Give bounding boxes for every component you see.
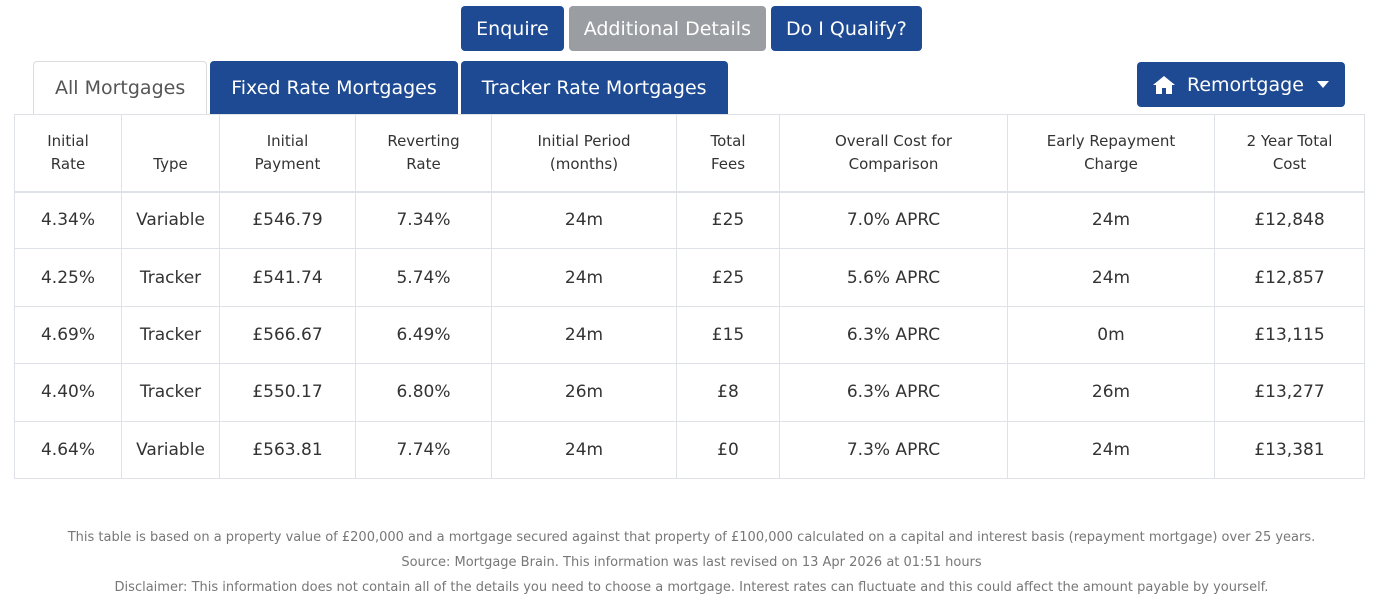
mortgage-type-tabs: All Mortgages Fixed Rate Mortgages Track… [33, 61, 728, 114]
cell-early-repayment-charge: 24m [1007, 190, 1215, 250]
cell-overall-cost: 6.3% APRC [779, 363, 1008, 422]
cell-overall-cost: 7.0% APRC [779, 190, 1008, 250]
cell-two-year-total-cost: £12,848 [1214, 190, 1365, 250]
table-row[interactable]: 4.25% Tracker £541.74 5.74% 24m £25 5.6%… [14, 248, 1365, 307]
cell-total-fees: £25 [676, 190, 780, 250]
remortgage-dropdown[interactable]: Remortgage [1137, 62, 1345, 107]
cell-total-fees: £8 [676, 363, 780, 422]
cell-type: Tracker [121, 248, 220, 307]
cell-reverting-rate: 6.80% [355, 363, 492, 422]
table-row[interactable]: 4.69% Tracker £566.67 6.49% 24m £15 6.3%… [14, 305, 1365, 365]
cell-total-fees: £25 [676, 248, 780, 307]
table-row[interactable]: 4.34% Variable £546.79 7.34% 24m £25 7.0… [14, 190, 1365, 250]
cell-reverting-rate: 7.74% [355, 420, 492, 479]
cell-initial-rate: 4.25% [14, 248, 122, 307]
cell-initial-payment: £546.79 [219, 190, 356, 250]
cell-initial-rate: 4.40% [14, 363, 122, 422]
cell-type: Variable [121, 420, 220, 479]
header-initial-rate[interactable]: Initial Rate [14, 114, 122, 193]
footnote-disclaimer: Disclaimer: This information does not co… [114, 580, 1269, 595]
cell-early-repayment-charge: 0m [1007, 305, 1215, 365]
enquire-button[interactable]: Enquire [461, 6, 564, 51]
header-reverting-rate[interactable]: Reverting Rate [355, 114, 492, 193]
cell-two-year-total-cost: £12,857 [1214, 248, 1365, 307]
cell-total-fees: £15 [676, 305, 780, 365]
table-header-row: Initial Rate Type Initial Payment Revertin… [14, 114, 1365, 193]
cell-overall-cost: 7.3% APRC [779, 420, 1008, 479]
do-i-qualify-button[interactable]: Do I Qualify? [770, 6, 922, 51]
footnote-basis: This table is based on a property value … [67, 530, 1316, 545]
cell-overall-cost: 5.6% APRC [779, 248, 1008, 307]
cell-type: Variable [121, 190, 220, 250]
cell-early-repayment-charge: 26m [1007, 363, 1215, 422]
cell-two-year-total-cost: £13,115 [1214, 305, 1365, 365]
tab-all-mortgages[interactable]: All Mortgages [33, 61, 208, 114]
cell-initial-payment: £566.67 [219, 305, 356, 365]
cell-initial-rate: 4.69% [14, 305, 122, 365]
cell-initial-rate: 4.34% [14, 190, 122, 250]
cell-total-fees: £0 [676, 420, 780, 479]
cell-reverting-rate: 6.49% [355, 305, 492, 365]
cell-early-repayment-charge: 24m [1007, 420, 1215, 479]
cell-two-year-total-cost: £13,277 [1214, 363, 1365, 422]
cell-initial-payment: £541.74 [219, 248, 356, 307]
header-initial-period[interactable]: Initial Period (months) [491, 114, 677, 193]
cell-two-year-total-cost: £13,381 [1214, 420, 1365, 479]
cell-initial-period: 24m [491, 420, 677, 479]
cell-initial-period: 26m [491, 363, 677, 422]
cell-reverting-rate: 7.34% [355, 190, 492, 250]
header-initial-payment[interactable]: Initial Payment [219, 114, 356, 193]
table-row[interactable]: 4.64% Variable £563.81 7.74% 24m £0 7.3%… [14, 420, 1365, 479]
dropdown-label: Remortgage [1187, 73, 1304, 96]
header-overall-cost[interactable]: Overall Cost for Comparison [779, 114, 1008, 193]
cell-type: Tracker [121, 363, 220, 422]
cell-initial-period: 24m [491, 248, 677, 307]
action-bar: Enquire Additional Details Do I Qualify? [0, 6, 1383, 51]
cell-initial-payment: £563.81 [219, 420, 356, 479]
header-total-fees[interactable]: Total Fees [676, 114, 780, 193]
header-type[interactable]: Type [121, 114, 220, 193]
mortgage-table: Initial Rate Type Initial Payment Revertin… [14, 114, 1365, 479]
cell-initial-rate: 4.64% [14, 420, 122, 479]
caret-down-icon [1317, 81, 1329, 88]
cell-type: Tracker [121, 305, 220, 365]
home-icon [1152, 75, 1176, 95]
table-row[interactable]: 4.40% Tracker £550.17 6.80% 26m £8 6.3% … [14, 363, 1365, 422]
cell-initial-period: 24m [491, 305, 677, 365]
cell-overall-cost: 6.3% APRC [779, 305, 1008, 365]
cell-initial-period: 24m [491, 190, 677, 250]
footnote-source: Source: Mortgage Brain. This information… [401, 555, 982, 570]
header-two-year-total-cost[interactable]: 2 Year Total Cost [1214, 114, 1365, 193]
cell-initial-payment: £550.17 [219, 363, 356, 422]
cell-early-repayment-charge: 24m [1007, 248, 1215, 307]
tab-tracker-rate-mortgages[interactable]: Tracker Rate Mortgages [460, 61, 728, 114]
additional-details-button[interactable]: Additional Details [568, 6, 766, 51]
tab-fixed-rate-mortgages[interactable]: Fixed Rate Mortgages [210, 61, 458, 114]
header-early-repayment-charge[interactable]: Early Repayment Charge [1007, 114, 1215, 193]
cell-reverting-rate: 5.74% [355, 248, 492, 307]
